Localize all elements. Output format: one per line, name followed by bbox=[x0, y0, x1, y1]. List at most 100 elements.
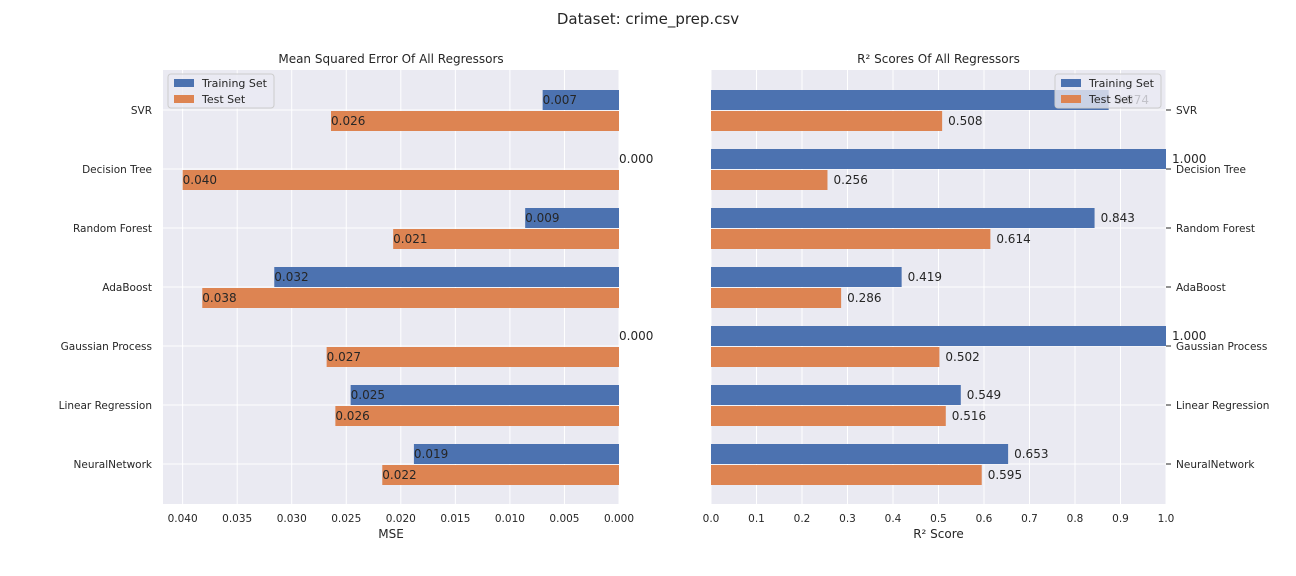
category-label: Decision Tree bbox=[82, 164, 152, 176]
bar-training-set bbox=[711, 444, 1009, 464]
x-tick-label: 0.8 bbox=[1067, 513, 1084, 525]
legend-label: Training Set bbox=[1088, 77, 1155, 90]
bar-training-set bbox=[274, 267, 619, 287]
x-axis-label: R² Score bbox=[913, 527, 964, 541]
data-label: 0.516 bbox=[952, 409, 986, 423]
category-label: Random Forest bbox=[1176, 223, 1255, 235]
data-label: 0.009 bbox=[525, 211, 559, 225]
x-tick-label: 0.030 bbox=[277, 513, 307, 525]
bar-training-set bbox=[711, 326, 1166, 346]
bar-test-set bbox=[711, 170, 828, 190]
data-label: 0.027 bbox=[327, 350, 361, 364]
bar-test-set bbox=[711, 406, 946, 426]
category-label: Gaussian Process bbox=[61, 341, 152, 353]
x-tick-label: 0.3 bbox=[839, 513, 856, 525]
data-label: 0.040 bbox=[183, 173, 217, 187]
category-label: NeuralNetwork bbox=[1176, 459, 1255, 471]
data-label: 0.508 bbox=[948, 114, 982, 128]
category-label: SVR bbox=[131, 105, 152, 117]
x-tick-label: 0.0 bbox=[703, 513, 720, 525]
x-tick-label: 0.020 bbox=[386, 513, 416, 525]
data-label: 0.000 bbox=[619, 329, 653, 343]
category-label: Gaussian Process bbox=[1176, 341, 1267, 353]
data-label: 0.032 bbox=[274, 270, 308, 284]
data-label: 0.022 bbox=[382, 468, 416, 482]
axis-title: R² Scores Of All Regressors bbox=[857, 52, 1020, 66]
category-label: AdaBoost bbox=[1176, 282, 1226, 294]
x-tick-label: 0.1 bbox=[748, 513, 765, 525]
data-label: 0.595 bbox=[988, 468, 1022, 482]
x-tick-label: 0.005 bbox=[549, 513, 579, 525]
x-tick-label: 0.9 bbox=[1112, 513, 1129, 525]
legend-swatch bbox=[1061, 79, 1081, 87]
x-tick-label: 0.2 bbox=[794, 513, 811, 525]
data-label: 0.026 bbox=[331, 114, 365, 128]
legend-swatch bbox=[174, 95, 194, 103]
x-tick-label: 0.6 bbox=[976, 513, 993, 525]
data-label: 0.038 bbox=[202, 291, 236, 305]
category-label: AdaBoost bbox=[102, 282, 152, 294]
data-label: 0.007 bbox=[543, 93, 577, 107]
x-tick-label: 0.040 bbox=[168, 513, 198, 525]
bar-test-set bbox=[202, 288, 620, 308]
data-label: 0.019 bbox=[414, 447, 448, 461]
bar-training-set bbox=[711, 208, 1095, 228]
data-label: 0.256 bbox=[833, 173, 867, 187]
bar-training-set bbox=[711, 90, 1109, 110]
category-label: Random Forest bbox=[73, 223, 152, 235]
x-tick-label: 0.4 bbox=[885, 513, 902, 525]
legend-label: Training Set bbox=[201, 77, 268, 90]
x-tick-label: 0.5 bbox=[930, 513, 947, 525]
data-label: 0.502 bbox=[945, 350, 979, 364]
r2-chart: 0.0 0.1 0.2 0.3 0.4 0.5 0.6 0.7 0.8 0.9 1.0 SVR Deci… bbox=[703, 52, 1270, 541]
x-tick-label: 0.7 bbox=[1021, 513, 1038, 525]
mse-chart: 0.040 0.035 0.030 0.025 0.020 0.015 0.010 0.005… bbox=[59, 52, 654, 541]
bar-test-set bbox=[711, 229, 991, 249]
data-label: 0.549 bbox=[967, 388, 1001, 402]
bar-training-set bbox=[711, 267, 902, 287]
bar-test-set bbox=[382, 465, 619, 485]
bar-training-set bbox=[711, 149, 1166, 169]
bar-test-set bbox=[711, 465, 982, 485]
bar-test-set bbox=[711, 288, 842, 308]
bar-test-set bbox=[711, 111, 943, 131]
bar-test-set bbox=[326, 347, 619, 367]
data-label: 0.025 bbox=[351, 388, 385, 402]
bar-training-set bbox=[542, 90, 619, 110]
category-label: Linear Regression bbox=[59, 400, 152, 412]
bar-test-set bbox=[393, 229, 619, 249]
x-tick-label: 0.025 bbox=[331, 513, 361, 525]
category-label: Decision Tree bbox=[1176, 164, 1246, 176]
legend-label: Test Set bbox=[1088, 93, 1133, 106]
x-tick-label: 0.035 bbox=[222, 513, 252, 525]
legend-swatch bbox=[174, 79, 194, 87]
data-label: 0.653 bbox=[1014, 447, 1048, 461]
bar-test-set bbox=[331, 111, 619, 131]
axis-title: Mean Squared Error Of All Regressors bbox=[278, 52, 503, 66]
data-label: 0.419 bbox=[908, 270, 942, 284]
bar-test-set bbox=[711, 347, 940, 367]
x-tick-label: 0.010 bbox=[495, 513, 525, 525]
legend-label: Test Set bbox=[201, 93, 246, 106]
category-label: SVR bbox=[1176, 105, 1197, 117]
figure-title: Dataset: crime_prep.csv bbox=[557, 10, 739, 29]
data-label: 0.021 bbox=[393, 232, 427, 246]
legend: Training Set Test Set bbox=[1054, 73, 1162, 109]
data-label: 0.614 bbox=[996, 232, 1030, 246]
category-label: Linear Regression bbox=[1176, 400, 1269, 412]
legend-box bbox=[1054, 73, 1162, 109]
bar-training-set bbox=[711, 385, 961, 405]
bar-test-set bbox=[182, 170, 620, 190]
x-tick-label: 1.0 bbox=[1158, 513, 1175, 525]
data-label: 1.000 bbox=[1172, 152, 1206, 166]
x-tick-label: 0.015 bbox=[440, 513, 470, 525]
data-label: 0.026 bbox=[335, 409, 369, 423]
bar-training-set bbox=[413, 444, 619, 464]
x-tick-label: 0.000 bbox=[604, 513, 634, 525]
data-label: 0.843 bbox=[1101, 211, 1135, 225]
data-label: 1.000 bbox=[1172, 329, 1206, 343]
bar-test-set bbox=[335, 406, 619, 426]
legend: Training Set Test Set bbox=[167, 73, 275, 109]
bar-training-set bbox=[525, 208, 619, 228]
